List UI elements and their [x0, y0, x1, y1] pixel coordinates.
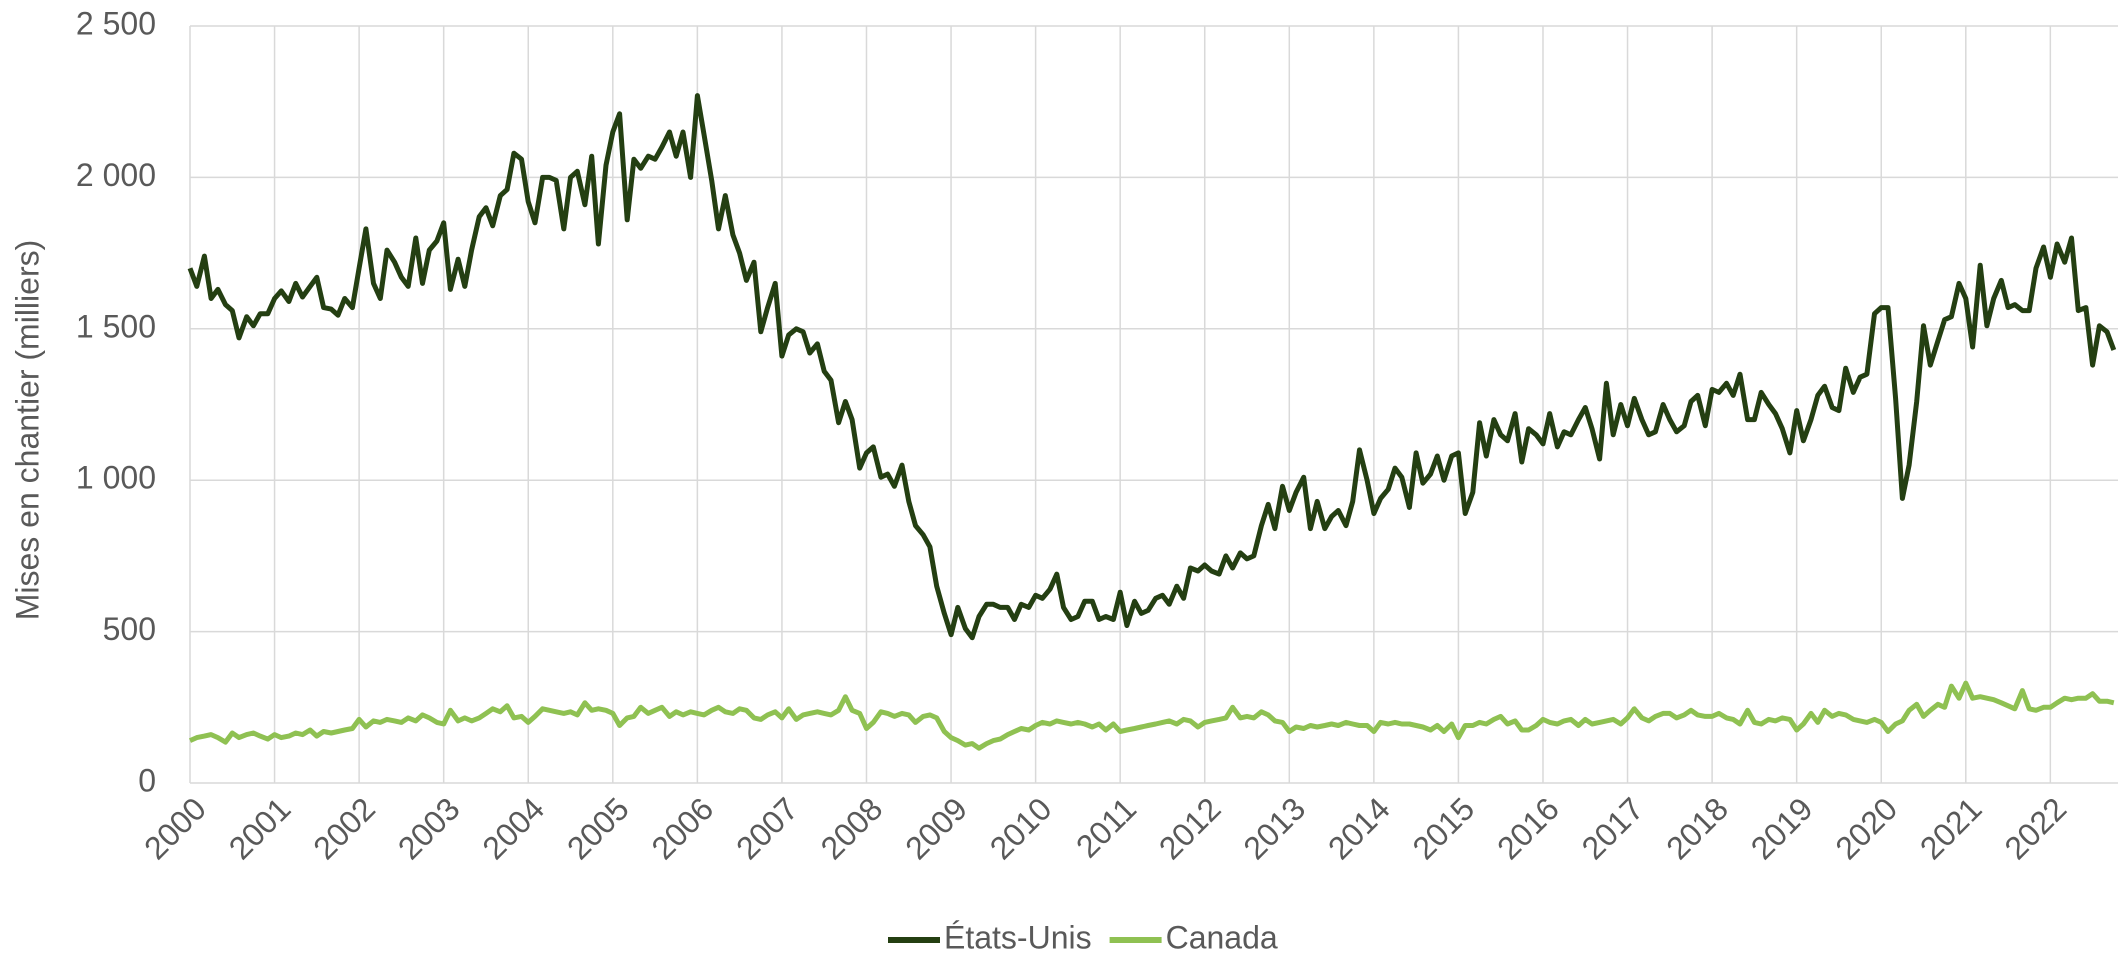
x-tick-label: 2012	[1152, 790, 1228, 866]
legend-label: Canada	[1166, 919, 1278, 955]
x-tick-label: 2019	[1744, 790, 1820, 866]
x-tick-label: 2014	[1321, 790, 1397, 866]
x-tick-label: 2011	[1069, 790, 1143, 864]
x-tick-label: 2005	[560, 790, 636, 866]
x-tick-label: 2004	[475, 790, 551, 866]
x-tick-label: 2001	[222, 790, 298, 866]
y-tick-label: 2 000	[76, 157, 156, 193]
x-tick-label: 2010	[983, 790, 1059, 866]
y-tick-label: 0	[138, 762, 156, 798]
x-tick-label: 2015	[1406, 790, 1482, 866]
legend: États-Unis Canada	[888, 919, 1278, 955]
x-tick-label: 2002	[306, 790, 382, 866]
x-tick-label: 2000	[137, 790, 213, 866]
x-tick-label: 2007	[729, 790, 805, 866]
y-tick-label: 2 500	[76, 5, 156, 41]
y-tick-label: 1 000	[76, 460, 156, 496]
x-tick-label: 2021	[1913, 790, 1989, 866]
y-tick-label: 1 500	[76, 308, 156, 344]
legend-label: États-Unis	[944, 919, 1092, 955]
x-tick-label: 2009	[898, 790, 974, 866]
x-tick-label: 2022	[1997, 790, 2073, 866]
line-series	[188, 680, 2115, 751]
x-tick-label: 2003	[391, 790, 467, 866]
x-tick-label: 2020	[1828, 790, 1904, 866]
x-tick-label: 2016	[1490, 790, 1566, 866]
y-tick-label: 500	[103, 611, 156, 647]
y-axis-title: Mises en chantier (milliers)	[9, 240, 45, 621]
x-tick-label: 2008	[814, 790, 890, 866]
x-tick-label: 2017	[1575, 790, 1651, 866]
x-tick-label: 2013	[1236, 790, 1312, 866]
line-series	[187, 93, 2117, 641]
x-tick-label: 2018	[1659, 790, 1735, 866]
x-tick-label: 2006	[645, 790, 721, 866]
